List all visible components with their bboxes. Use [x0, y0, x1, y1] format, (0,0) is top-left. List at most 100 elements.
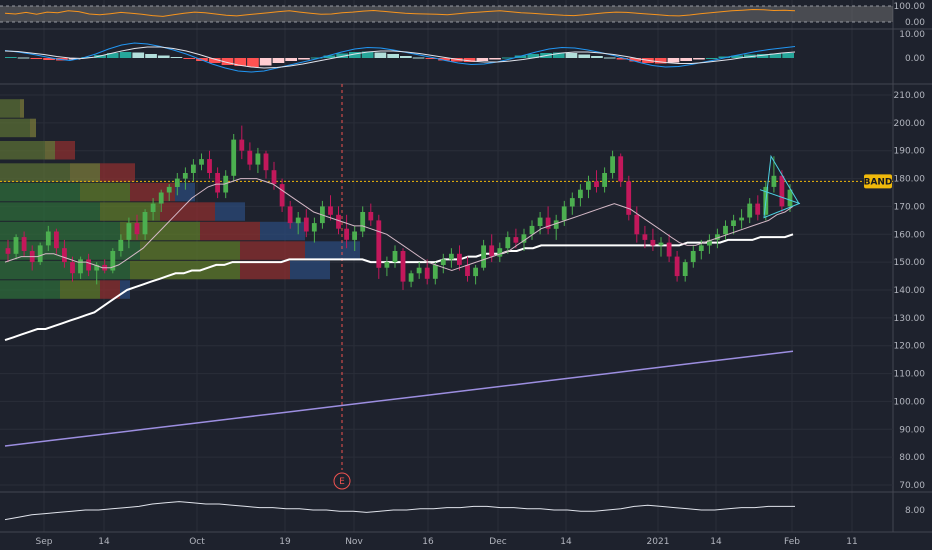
candle: [78, 259, 83, 274]
candle: [715, 234, 720, 240]
candle: [457, 253, 462, 265]
volume-profile-bar: [130, 182, 175, 202]
macd-histogram-bar: [578, 54, 591, 58]
y-tick-label: 200.00: [894, 119, 926, 129]
volume-profile-bar: [45, 141, 55, 160]
y-tick-label: 160.00: [894, 230, 926, 240]
y-tick-label: 100.00: [894, 2, 926, 12]
volume-profile-bar: [175, 182, 195, 202]
candle: [537, 217, 543, 226]
y-tick-label: 130.00: [894, 314, 926, 324]
candle: [465, 264, 470, 276]
candle: [424, 267, 430, 279]
volume-profile-bar: [0, 99, 20, 118]
macd-histogram-bar: [68, 58, 81, 60]
candle: [287, 206, 293, 224]
candle: [54, 231, 59, 249]
volume-profile-bar: [100, 163, 135, 182]
macd-histogram-bar: [349, 52, 361, 58]
candle: [408, 273, 414, 282]
volume-profile-bar: [240, 260, 290, 280]
candle: [13, 237, 19, 254]
candle: [739, 217, 744, 221]
macd-histogram-bar: [654, 58, 667, 64]
candle: [392, 251, 398, 263]
candle: [690, 251, 696, 263]
volume-profile-bar: [130, 260, 240, 280]
volume-profile-bar: [200, 221, 260, 241]
candle: [610, 156, 615, 173]
volume-profile-bar: [0, 163, 70, 182]
volume-profile-bar: [0, 280, 60, 299]
macd-histogram-bar: [183, 58, 196, 59]
candle: [723, 225, 728, 235]
candle: [279, 184, 285, 207]
candle: [586, 181, 591, 190]
macd-histogram-bar: [552, 52, 565, 58]
x-tick-label: Sep: [36, 537, 53, 547]
candle: [174, 178, 180, 187]
candle: [521, 234, 527, 243]
candle: [166, 186, 172, 193]
x-tick-label: 14: [560, 537, 572, 547]
candle: [86, 259, 91, 271]
volume-profile-bar: [0, 241, 140, 260]
candle: [481, 245, 486, 268]
macd-histogram-bar: [565, 53, 578, 58]
y-tick-label: 80.00: [899, 453, 925, 463]
candle: [199, 159, 204, 165]
macd-histogram-bar: [145, 54, 157, 58]
candle: [62, 248, 67, 263]
candle: [642, 234, 648, 240]
candle: [295, 217, 301, 224]
candle: [787, 189, 793, 207]
volume-profile-bar: [305, 241, 360, 260]
macd-histogram-bar: [782, 53, 794, 58]
macd-histogram-bar: [119, 52, 132, 58]
candle: [569, 198, 575, 207]
macd-histogram-bar: [693, 58, 705, 60]
candle: [336, 214, 341, 229]
y-tick-label: 100.00: [894, 397, 926, 407]
y-tick-label: 90.00: [899, 425, 925, 435]
candle: [182, 173, 188, 179]
macd-histogram-bar: [43, 58, 55, 60]
macd-histogram-bar: [463, 58, 476, 62]
macd-histogram-bar: [374, 52, 387, 58]
macd-histogram-bar: [234, 58, 247, 66]
candle: [207, 159, 212, 173]
event-marker-label: E: [339, 477, 345, 487]
candle: [231, 139, 237, 176]
macd-histogram-bar: [17, 57, 30, 59]
candle: [150, 203, 156, 212]
candle: [561, 206, 567, 221]
oscillator-line: [4, 8, 796, 17]
macd-histogram-bar: [769, 53, 782, 58]
candle: [263, 153, 269, 171]
candle: [21, 237, 27, 251]
macd-histogram-bar: [501, 57, 514, 59]
macd-histogram-bar: [718, 56, 731, 58]
volume-profile-bar: [160, 202, 215, 221]
x-tick-label: Feb: [784, 537, 800, 547]
macd-histogram-bar: [476, 58, 489, 61]
band-label: BAND: [864, 177, 893, 187]
volume-profile-bar: [55, 141, 75, 160]
band-label-box: [864, 174, 892, 189]
candle: [247, 150, 253, 165]
candle: [755, 203, 761, 215]
volume-profile-bar: [260, 221, 305, 241]
candle: [626, 181, 632, 215]
volume-profile-bar: [0, 182, 80, 202]
y-tick-label: 170.00: [894, 202, 926, 212]
volume-profile-bar: [70, 163, 100, 182]
candle: [37, 245, 43, 263]
candle: [352, 231, 357, 240]
candle: [698, 245, 704, 251]
candle: [110, 251, 116, 271]
candle: [134, 223, 140, 235]
macd-histogram-bar: [591, 56, 603, 58]
x-tick-label: 2021: [647, 537, 670, 547]
